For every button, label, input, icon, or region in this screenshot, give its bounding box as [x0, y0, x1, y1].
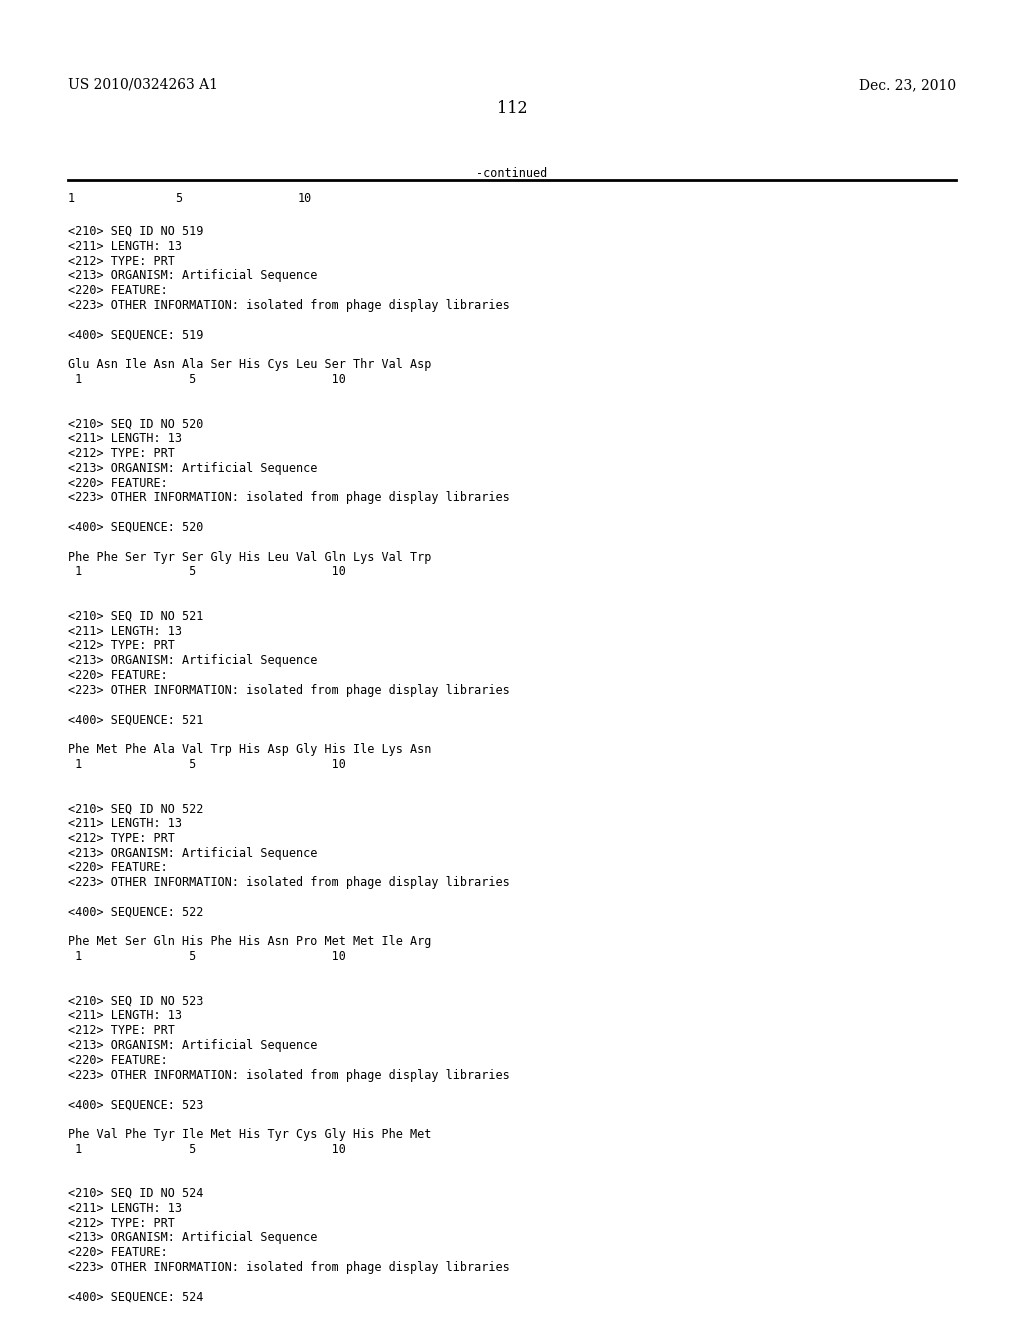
Text: <212> TYPE: PRT: <212> TYPE: PRT — [68, 1217, 175, 1230]
Text: <213> ORGANISM: Artificial Sequence: <213> ORGANISM: Artificial Sequence — [68, 269, 317, 282]
Text: 1               5                   10: 1 5 10 — [68, 1143, 346, 1155]
Text: 10: 10 — [298, 191, 312, 205]
Text: 5: 5 — [175, 191, 182, 205]
Text: <211> LENGTH: 13: <211> LENGTH: 13 — [68, 1201, 182, 1214]
Text: <223> OTHER INFORMATION: isolated from phage display libraries: <223> OTHER INFORMATION: isolated from p… — [68, 491, 510, 504]
Text: <223> OTHER INFORMATION: isolated from phage display libraries: <223> OTHER INFORMATION: isolated from p… — [68, 876, 510, 890]
Text: <212> TYPE: PRT: <212> TYPE: PRT — [68, 447, 175, 459]
Text: <210> SEQ ID NO 519: <210> SEQ ID NO 519 — [68, 224, 204, 238]
Text: <220> FEATURE:: <220> FEATURE: — [68, 669, 168, 682]
Text: <210> SEQ ID NO 522: <210> SEQ ID NO 522 — [68, 803, 204, 816]
Text: <213> ORGANISM: Artificial Sequence: <213> ORGANISM: Artificial Sequence — [68, 846, 317, 859]
Text: <212> TYPE: PRT: <212> TYPE: PRT — [68, 639, 175, 652]
Text: <211> LENGTH: 13: <211> LENGTH: 13 — [68, 432, 182, 445]
Text: Phe Phe Ser Tyr Ser Gly His Leu Val Gln Lys Val Trp: Phe Phe Ser Tyr Ser Gly His Leu Val Gln … — [68, 550, 431, 564]
Text: Phe Met Ser Gln His Phe His Asn Pro Met Met Ile Arg: Phe Met Ser Gln His Phe His Asn Pro Met … — [68, 936, 431, 948]
Text: <220> FEATURE:: <220> FEATURE: — [68, 862, 168, 874]
Text: <210> SEQ ID NO 521: <210> SEQ ID NO 521 — [68, 610, 204, 623]
Text: <213> ORGANISM: Artificial Sequence: <213> ORGANISM: Artificial Sequence — [68, 655, 317, 667]
Text: 1               5                   10: 1 5 10 — [68, 950, 346, 964]
Text: <400> SEQUENCE: 520: <400> SEQUENCE: 520 — [68, 521, 204, 535]
Text: <213> ORGANISM: Artificial Sequence: <213> ORGANISM: Artificial Sequence — [68, 462, 317, 475]
Text: Phe Val Phe Tyr Ile Met His Tyr Cys Gly His Phe Met: Phe Val Phe Tyr Ile Met His Tyr Cys Gly … — [68, 1127, 431, 1140]
Text: <211> LENGTH: 13: <211> LENGTH: 13 — [68, 817, 182, 830]
Text: <210> SEQ ID NO 524: <210> SEQ ID NO 524 — [68, 1187, 204, 1200]
Text: Glu Asn Ile Asn Ala Ser His Cys Leu Ser Thr Val Asp: Glu Asn Ile Asn Ala Ser His Cys Leu Ser … — [68, 358, 431, 371]
Text: <211> LENGTH: 13: <211> LENGTH: 13 — [68, 1010, 182, 1023]
Text: 1               5                   10: 1 5 10 — [68, 565, 346, 578]
Text: <400> SEQUENCE: 521: <400> SEQUENCE: 521 — [68, 713, 204, 726]
Text: <220> FEATURE:: <220> FEATURE: — [68, 477, 168, 490]
Text: -continued: -continued — [476, 168, 548, 180]
Text: <220> FEATURE:: <220> FEATURE: — [68, 284, 168, 297]
Text: 1               5                   10: 1 5 10 — [68, 374, 346, 385]
Text: <210> SEQ ID NO 520: <210> SEQ ID NO 520 — [68, 417, 204, 430]
Text: <211> LENGTH: 13: <211> LENGTH: 13 — [68, 240, 182, 253]
Text: <223> OTHER INFORMATION: isolated from phage display libraries: <223> OTHER INFORMATION: isolated from p… — [68, 1261, 510, 1274]
Text: <211> LENGTH: 13: <211> LENGTH: 13 — [68, 624, 182, 638]
Text: Phe Met Phe Ala Val Trp His Asp Gly His Ile Lys Asn: Phe Met Phe Ala Val Trp His Asp Gly His … — [68, 743, 431, 756]
Text: <213> ORGANISM: Artificial Sequence: <213> ORGANISM: Artificial Sequence — [68, 1039, 317, 1052]
Text: 1: 1 — [68, 191, 75, 205]
Text: <220> FEATURE:: <220> FEATURE: — [68, 1053, 168, 1067]
Text: 1               5                   10: 1 5 10 — [68, 758, 346, 771]
Text: <223> OTHER INFORMATION: isolated from phage display libraries: <223> OTHER INFORMATION: isolated from p… — [68, 300, 510, 312]
Text: <223> OTHER INFORMATION: isolated from phage display libraries: <223> OTHER INFORMATION: isolated from p… — [68, 1069, 510, 1081]
Text: <400> SEQUENCE: 522: <400> SEQUENCE: 522 — [68, 906, 204, 919]
Text: <223> OTHER INFORMATION: isolated from phage display libraries: <223> OTHER INFORMATION: isolated from p… — [68, 684, 510, 697]
Text: <212> TYPE: PRT: <212> TYPE: PRT — [68, 1024, 175, 1038]
Text: <400> SEQUENCE: 523: <400> SEQUENCE: 523 — [68, 1098, 204, 1111]
Text: US 2010/0324263 A1: US 2010/0324263 A1 — [68, 78, 218, 92]
Text: <220> FEATURE:: <220> FEATURE: — [68, 1246, 168, 1259]
Text: <400> SEQUENCE: 524: <400> SEQUENCE: 524 — [68, 1291, 204, 1304]
Text: <213> ORGANISM: Artificial Sequence: <213> ORGANISM: Artificial Sequence — [68, 1232, 317, 1245]
Text: <212> TYPE: PRT: <212> TYPE: PRT — [68, 255, 175, 268]
Text: 112: 112 — [497, 100, 527, 117]
Text: <210> SEQ ID NO 523: <210> SEQ ID NO 523 — [68, 994, 204, 1007]
Text: <212> TYPE: PRT: <212> TYPE: PRT — [68, 832, 175, 845]
Text: Dec. 23, 2010: Dec. 23, 2010 — [859, 78, 956, 92]
Text: <400> SEQUENCE: 519: <400> SEQUENCE: 519 — [68, 329, 204, 342]
